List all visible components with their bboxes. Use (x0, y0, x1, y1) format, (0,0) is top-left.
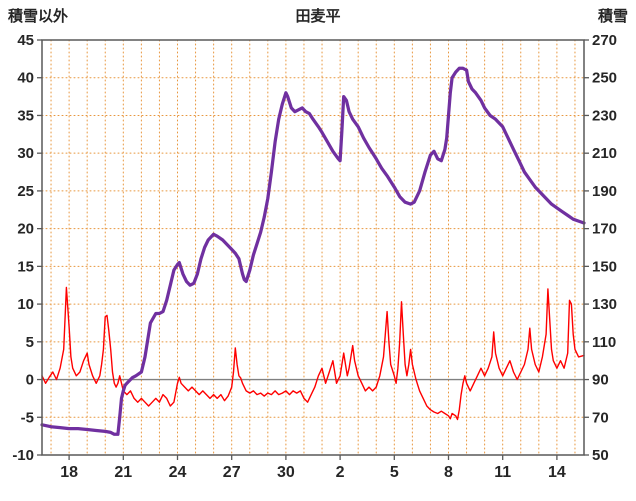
left-axis-tick-label: 35 (17, 107, 34, 124)
right-axis-tick-label: 50 (592, 447, 609, 464)
left-axis-tick-label: 45 (17, 32, 34, 49)
right-axis-tick-label: 190 (592, 183, 617, 200)
left-axis-tick-label: 30 (17, 145, 34, 162)
right-axis-tick-label: 230 (592, 107, 617, 124)
x-axis-tick-label: 18 (60, 464, 78, 481)
right-axis-tick-label: 150 (592, 258, 617, 275)
x-axis-tick-label: 11 (494, 464, 511, 481)
right-axis-tick-label: 210 (592, 145, 617, 162)
plot-border (41, 39, 585, 456)
left-axis-tick-label: -10 (12, 447, 34, 464)
right-axis-tick-label: 170 (592, 221, 617, 238)
left-axis-tick-label: 15 (17, 258, 34, 275)
right-axis-tick-label: 90 (592, 372, 609, 389)
x-axis-tick-label: 2 (336, 464, 345, 481)
left-axis-tick-label: 20 (17, 221, 34, 238)
series-line-right-axis (40, 66, 586, 436)
left-axis-tick-label: 10 (17, 296, 34, 313)
right-axis-title: 積雪 (597, 8, 628, 25)
right-axis-tick-label: 130 (592, 296, 617, 313)
left-axis-title: 積雪以外 (8, 8, 69, 25)
chart-title: 田麦平 (295, 8, 341, 25)
left-axis-tick-label: -5 (21, 409, 34, 426)
left-axis-tick-label: 5 (26, 334, 34, 351)
x-axis-tick-label: 30 (277, 464, 295, 481)
x-axis-tick-label: 24 (169, 464, 187, 481)
x-axis-tick-label: 8 (444, 464, 453, 481)
right-axis-tick-label: 250 (592, 70, 617, 87)
x-axis-tick-label: 21 (114, 464, 132, 481)
x-axis-tick-label: 27 (223, 464, 241, 481)
right-axis-tick-label: 70 (592, 409, 609, 426)
right-axis-tick-label: 110 (592, 334, 616, 351)
left-axis-tick-label: 0 (26, 372, 34, 389)
x-axis-tick-label: 5 (390, 464, 399, 481)
left-axis-tick-label: 40 (17, 70, 34, 87)
left-axis-tick-label: 25 (17, 183, 34, 200)
right-axis-tick-label: 270 (592, 32, 617, 49)
x-axis-tick-label: 14 (548, 464, 566, 481)
